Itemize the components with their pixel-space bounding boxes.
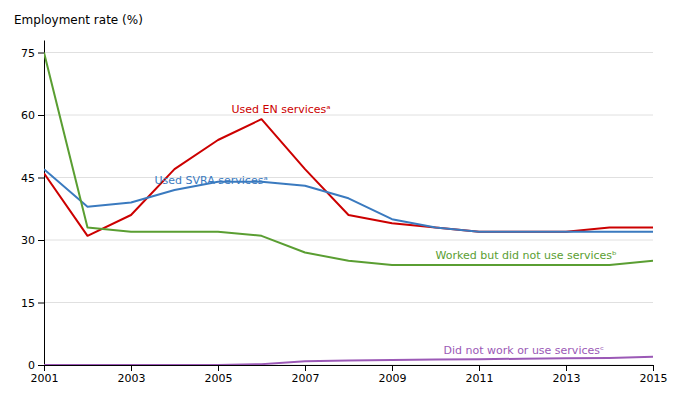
series-label: Worked but did not use servicesᵇ [436, 249, 618, 262]
tick: 15 [21, 297, 44, 310]
series-line [44, 357, 653, 365]
axis-line [44, 41, 45, 366]
tick-label: 30 [21, 234, 35, 247]
lines [44, 53, 653, 366]
tick-label: 2011 [466, 372, 494, 385]
axis-line [45, 365, 654, 366]
tick-mark [38, 115, 44, 116]
grid-line [44, 115, 653, 116]
grid-line [44, 302, 653, 303]
series-label: Used SVRA servicesᵃ [155, 174, 268, 187]
tick: 2007 [292, 365, 320, 385]
tick-label: 60 [21, 109, 35, 122]
tick: 2003 [118, 365, 146, 385]
tick-label: 2007 [292, 372, 320, 385]
grid-line [44, 240, 653, 241]
tick: 30 [21, 234, 44, 247]
tick-mark [392, 365, 393, 371]
tick: 2013 [553, 365, 581, 385]
tick-label: 0 [28, 359, 35, 372]
tick: 45 [21, 172, 44, 185]
tick: 2009 [379, 365, 407, 385]
tick: 2015 [640, 365, 668, 385]
tick-label: 2013 [553, 372, 581, 385]
tick: 60 [21, 109, 44, 122]
series-line [44, 53, 653, 266]
tick-mark [38, 53, 44, 54]
series-line [44, 169, 653, 232]
tick: 2005 [205, 365, 233, 385]
tick: 0 [28, 359, 44, 372]
tick-label: 2001 [31, 372, 59, 385]
plot: 2001 2003 2005 2007 2009 2011 2013 2015 0 15 30 45 6… [21, 41, 668, 385]
y-axis: 0 15 30 45 60 75 [21, 41, 45, 373]
chart: 2001 2003 2005 2007 2009 2011 2013 2015 0 15 30 45 6… [0, 0, 677, 395]
tick-label: 15 [21, 297, 35, 310]
tick-label: 2015 [640, 372, 668, 385]
tick-label: 2005 [205, 372, 233, 385]
series-labels: Used EN servicesᵃ Used SVRA servicesᵃ Work… [155, 103, 618, 356]
series-line [44, 119, 653, 236]
series-label: Did not work or use servicesᶜ [444, 344, 605, 357]
grid-line [44, 177, 653, 178]
tick-label: 75 [21, 47, 35, 60]
grid-line [44, 52, 653, 53]
tick-label: 45 [21, 172, 35, 185]
tick-mark [131, 365, 132, 371]
tick-mark [218, 365, 219, 371]
tick-label: 2009 [379, 372, 407, 385]
tick-mark [38, 240, 44, 241]
tick-mark [305, 365, 306, 371]
x-axis: 2001 2003 2005 2007 2009 2011 2013 2015 [31, 365, 668, 385]
tick-mark [44, 365, 45, 371]
tick-mark [38, 178, 44, 179]
tick: 2011 [466, 365, 494, 385]
series-label: Used EN servicesᵃ [232, 103, 331, 116]
tick-mark [38, 365, 44, 366]
tick-mark [479, 365, 480, 371]
tick-label: 2003 [118, 372, 146, 385]
tick-mark [566, 365, 567, 371]
grid [44, 53, 653, 366]
tick-mark [653, 365, 654, 371]
tick: 75 [21, 47, 44, 60]
tick-mark [38, 303, 44, 304]
y-axis-label: Employment rate (%) [14, 13, 143, 27]
